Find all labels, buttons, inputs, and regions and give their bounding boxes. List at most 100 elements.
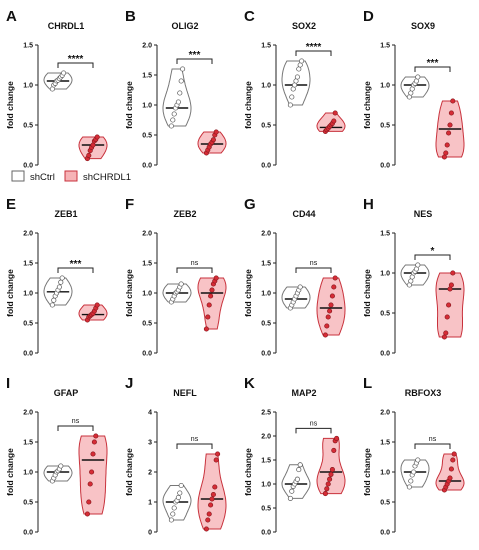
legend-label-shctrl: shCtrl — [30, 172, 55, 183]
y-tick-label: 0.0 — [23, 351, 33, 358]
y-tick-label: 2.0 — [142, 231, 152, 238]
data-point — [447, 475, 453, 481]
data-point — [205, 314, 211, 320]
y-tick-label: 0.5 — [142, 133, 152, 140]
panel-title: NEFL — [173, 388, 197, 398]
panel-title: ZEB1 — [54, 209, 77, 219]
data-point — [448, 282, 454, 288]
data-point — [415, 457, 421, 463]
y-tick-label: 0.5 — [23, 500, 33, 507]
data-point — [177, 90, 183, 96]
data-point — [444, 142, 450, 148]
data-point — [93, 433, 99, 439]
data-point — [171, 111, 177, 117]
y-tick-label: 1.5 — [380, 440, 390, 447]
panel-title: RBFOX3 — [405, 388, 442, 398]
y-tick-label: 1.5 — [23, 440, 33, 447]
data-point — [212, 484, 218, 490]
data-point — [450, 98, 456, 104]
data-point — [289, 94, 295, 100]
data-point — [446, 130, 452, 136]
y-tick-label: 1.0 — [380, 271, 390, 278]
data-point — [171, 505, 177, 511]
data-point — [168, 517, 174, 523]
panel-letter: J — [125, 375, 133, 392]
y-tick-label: 1.0 — [261, 482, 271, 489]
y-axis-label: fold change — [124, 269, 134, 317]
panel-title: MAP2 — [291, 388, 316, 398]
violin-shchrdl1 — [435, 453, 465, 491]
y-tick-label: 0.0 — [261, 351, 271, 358]
significance-bracket — [414, 254, 451, 260]
data-point — [210, 491, 216, 498]
significance-bracket — [57, 62, 94, 68]
panel-letter: D — [363, 8, 374, 25]
y-tick-label: 1.0 — [261, 291, 271, 298]
significance-bracket — [295, 427, 332, 434]
data-point — [168, 123, 174, 129]
y-tick-label: 1.0 — [23, 470, 33, 477]
data-point — [213, 129, 219, 135]
significance-label: *** — [70, 259, 82, 270]
y-axis-label: fold change — [362, 81, 372, 129]
data-point — [322, 332, 328, 338]
legend-swatch-shchrdl1 — [64, 170, 78, 182]
data-point — [331, 284, 337, 290]
significance-label: * — [431, 246, 435, 257]
panel-l: L RBFOX3 fold change 0.0 0.5 1.0 1.5 2.0 ns — [362, 375, 465, 537]
y-tick-label: 2.0 — [142, 43, 152, 50]
significance-bracket — [414, 443, 451, 449]
y-tick-label: 1.5 — [380, 43, 390, 50]
y-tick-label: 0.5 — [261, 506, 271, 513]
y-tick-label: 1.5 — [380, 231, 390, 238]
violin-shchrdl1 — [197, 453, 227, 530]
data-point — [328, 302, 334, 308]
y-tick-label: 0.0 — [380, 163, 390, 170]
y-tick-label: 2.0 — [261, 231, 271, 238]
panel-title: ZEB2 — [173, 209, 196, 219]
data-point — [332, 275, 338, 281]
data-point — [177, 490, 183, 496]
data-point — [170, 511, 176, 517]
data-point — [443, 150, 449, 156]
data-point — [94, 302, 100, 308]
significance-bracket — [176, 443, 213, 449]
data-point — [208, 293, 214, 299]
panel-letter: F — [125, 196, 134, 213]
data-point — [87, 481, 93, 487]
panel-title: SOX2 — [292, 21, 316, 31]
panel-letter: E — [6, 196, 16, 213]
data-point — [287, 495, 293, 501]
y-tick-label: 2.5 — [261, 410, 271, 417]
panel-letter: C — [244, 8, 255, 25]
y-tick-label: 0.0 — [142, 163, 152, 170]
legend-label-shchrdl1: shCHRDL1 — [83, 172, 131, 183]
data-point — [448, 110, 454, 116]
data-point — [294, 74, 300, 80]
y-tick-label: 0.0 — [23, 530, 33, 537]
y-tick-label: 0.5 — [261, 123, 271, 130]
data-point — [178, 78, 184, 84]
significance-bracket — [295, 267, 332, 273]
significance-bracket — [57, 267, 94, 273]
legend: shCtrl shCHRDL1 — [11, 170, 131, 183]
data-point — [51, 297, 57, 303]
significance-label: *** — [427, 58, 439, 69]
data-point — [450, 270, 456, 276]
y-tick-label: 1.0 — [380, 83, 390, 90]
y-tick-label: 0.0 — [380, 530, 390, 537]
y-tick-label: 1.5 — [142, 261, 152, 268]
panel-letter: L — [363, 375, 372, 392]
legend-swatch-shctrl — [11, 170, 25, 182]
significance-label: ns — [72, 418, 80, 425]
panel-letter: I — [6, 375, 10, 392]
data-point — [86, 152, 92, 158]
panel-d: D SOX9 fold change 0.0 0.5 1.0 1.5 *** — [362, 8, 465, 170]
y-tick-label: 1.5 — [23, 261, 33, 268]
data-point — [203, 326, 209, 332]
significance-label: ns — [429, 436, 437, 443]
data-point — [209, 496, 215, 502]
data-point — [178, 482, 184, 489]
significance-label: ns — [310, 420, 318, 427]
panel-i: I GFAP fold change 0.0 0.5 1.0 1.5 2.0 ns — [5, 375, 108, 537]
